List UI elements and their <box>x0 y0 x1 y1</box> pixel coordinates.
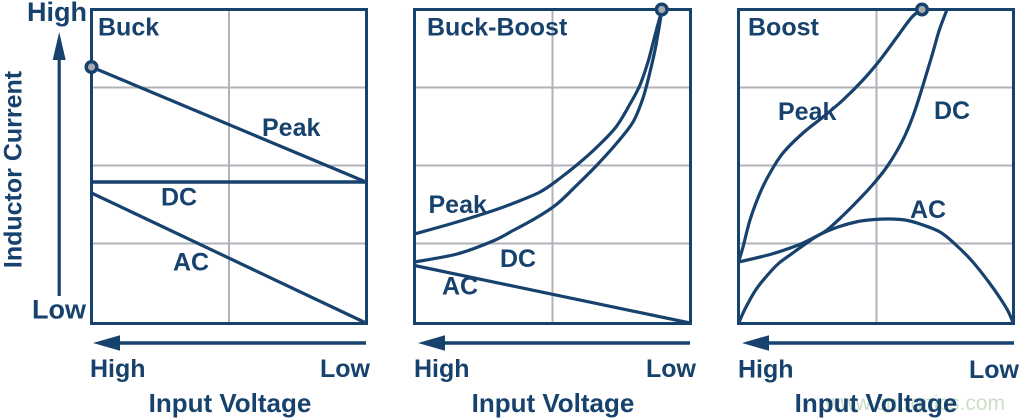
svg-text:AC: AC <box>173 249 209 277</box>
svg-text:DC: DC <box>161 184 197 212</box>
svg-text:Low: Low <box>32 295 87 325</box>
svg-text:DC: DC <box>934 97 970 125</box>
svg-text:Peak: Peak <box>262 114 320 142</box>
svg-text:Buck: Buck <box>98 14 159 42</box>
svg-text:Low: Low <box>320 355 371 383</box>
svg-text:Peak: Peak <box>778 98 836 126</box>
svg-text:Low: Low <box>969 356 1020 384</box>
svg-text:AC: AC <box>442 273 478 301</box>
svg-text:Peak: Peak <box>429 191 487 219</box>
svg-text:Input Voltage: Input Voltage <box>795 388 958 418</box>
svg-text:Boost: Boost <box>748 14 820 42</box>
svg-text:DC: DC <box>500 245 536 273</box>
svg-text:Low: Low <box>646 355 697 383</box>
svg-text:High: High <box>414 355 470 383</box>
svg-text:AC: AC <box>910 196 946 224</box>
svg-text:High: High <box>738 356 794 384</box>
svg-text:Input Voltage: Input Voltage <box>149 388 312 418</box>
svg-text:High: High <box>27 0 87 27</box>
svg-text:High: High <box>90 355 146 383</box>
svg-text:Buck-Boost: Buck-Boost <box>427 14 568 42</box>
svg-text:www.cntronics.com: www.cntronics.com <box>824 392 1005 415</box>
svg-text:Input Voltage: Input Voltage <box>472 388 635 418</box>
svg-text:Inductor Current: Inductor Current <box>0 70 28 268</box>
